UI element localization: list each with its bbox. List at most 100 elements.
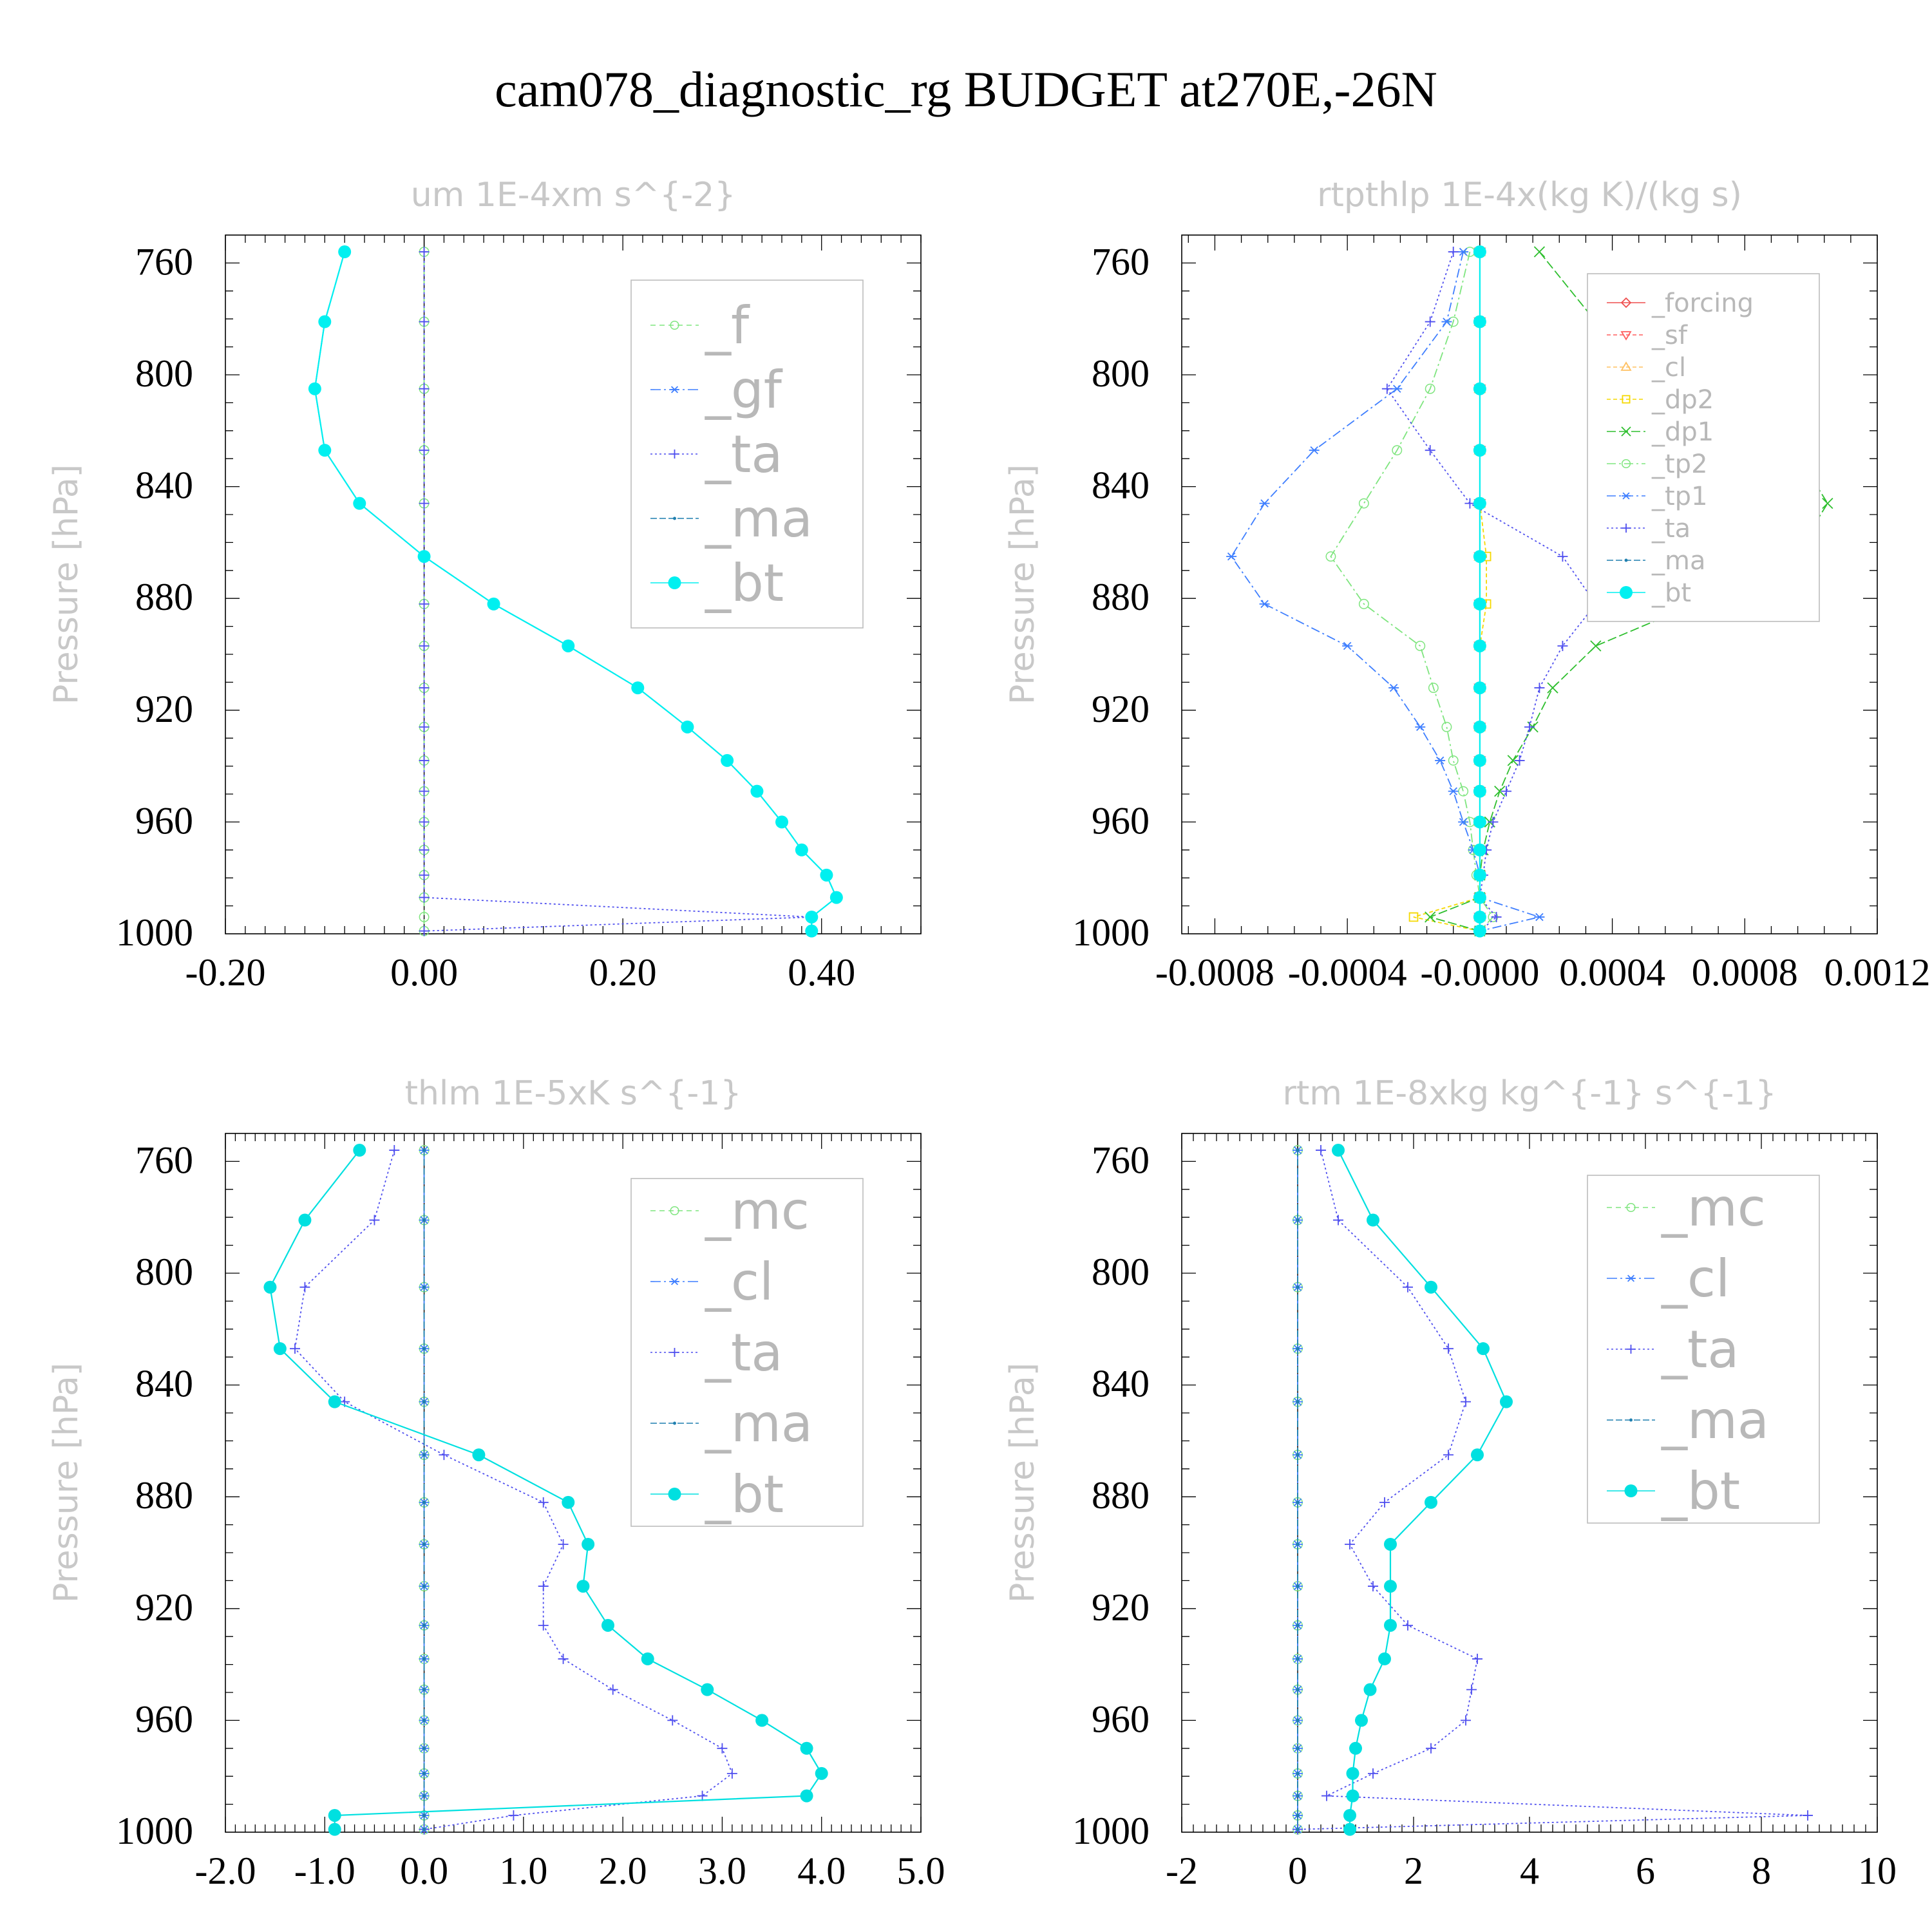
y-tick-label: 760 — [135, 1139, 193, 1181]
legend-label: _gf — [705, 360, 783, 420]
data-point — [1473, 843, 1486, 857]
data-point — [582, 1537, 595, 1551]
chart-rtm: rtm 1E-8xkg kg^{-1} s^{-1} Pressure [hPa]… — [1003, 1074, 1897, 1892]
data-point — [422, 1772, 426, 1776]
y-tick-label: 760 — [1092, 240, 1150, 283]
data-point — [1426, 1743, 1436, 1754]
data-point — [562, 639, 575, 652]
data-point — [1473, 245, 1486, 259]
data-point — [1296, 1347, 1300, 1350]
series-bt — [308, 245, 843, 938]
data-point — [1473, 720, 1486, 734]
y-tick-label: 920 — [1092, 1586, 1150, 1629]
x-tick-label: 0.40 — [788, 951, 855, 994]
chart-title: thlm 1E-5xK s^{-1} — [405, 1074, 742, 1113]
y-tick-label: 960 — [1092, 799, 1150, 842]
plot-area — [263, 1144, 828, 1836]
data-point — [1296, 1687, 1300, 1692]
x-tick-label: -0.0008 — [1155, 951, 1274, 994]
series-ta — [1293, 1145, 1813, 1835]
data-point — [1384, 1618, 1397, 1632]
data-point — [1425, 383, 1435, 394]
data-point — [1388, 683, 1399, 692]
data-point — [419, 786, 430, 797]
chart-title: rtm 1E-8xkg kg^{-1} s^{-1} — [1282, 1074, 1776, 1113]
data-point — [1425, 316, 1435, 327]
legend-swatch-marker — [1620, 586, 1633, 599]
data-point — [1473, 753, 1486, 767]
data-point — [1425, 1495, 1437, 1509]
data-point — [1534, 913, 1545, 922]
legend-label: _ta — [1661, 1320, 1739, 1379]
chart-title: um 1E-4xm s^{-2} — [411, 176, 736, 214]
x-tick-label: 0.00 — [390, 951, 458, 994]
data-point — [1425, 445, 1435, 456]
data-point — [419, 892, 430, 903]
legend-swatch-marker — [1620, 331, 1632, 341]
data-point — [1425, 911, 1436, 923]
legend-label: _dp2 — [1651, 385, 1714, 415]
data-point — [419, 383, 430, 394]
series-line — [294, 1150, 733, 1830]
legend-swatch-marker — [1626, 1274, 1636, 1282]
data-point — [472, 1448, 486, 1462]
data-point — [1415, 641, 1426, 651]
data-point — [1441, 317, 1452, 326]
data-point — [419, 869, 430, 880]
legend-label: _ma — [705, 1394, 813, 1454]
data-point — [1296, 1218, 1300, 1222]
data-point — [1822, 498, 1833, 509]
data-point — [422, 1747, 426, 1750]
data-point — [558, 1653, 569, 1664]
y-tick-label: 1000 — [1072, 1810, 1150, 1852]
data-point — [775, 815, 788, 829]
plot-frame — [1181, 234, 1878, 934]
data-point — [419, 598, 430, 609]
plot-frame — [225, 234, 922, 934]
data-point — [1259, 499, 1270, 507]
legend-label: _f — [705, 296, 750, 355]
x-tick-label: 0 — [1288, 1850, 1307, 1892]
data-point — [1425, 1280, 1437, 1294]
data-point — [1381, 383, 1392, 394]
data-point — [422, 1718, 426, 1723]
y-axis-label: Pressure [hPa] — [47, 1363, 86, 1603]
y-tick-label: 960 — [1092, 1698, 1150, 1740]
data-point — [820, 868, 833, 882]
data-point — [1363, 1683, 1377, 1696]
data-point — [1408, 912, 1419, 922]
data-point — [1259, 600, 1270, 609]
legend: _mc _cl _ta _ma _bt — [630, 1178, 864, 1527]
x-tick-label: 2 — [1404, 1850, 1423, 1892]
y-tick-label: 960 — [135, 1698, 193, 1740]
legend-swatch-marker — [1622, 395, 1631, 404]
y-axis-label: Pressure [hPa] — [1003, 464, 1042, 705]
data-point — [1473, 891, 1486, 904]
data-point — [631, 681, 645, 695]
legend-swatch-marker — [668, 576, 681, 589]
data-point — [1473, 444, 1486, 457]
data-point — [1473, 497, 1486, 510]
legend-label: _bt — [1651, 578, 1691, 608]
legend-swatch-marker — [673, 1421, 676, 1425]
data-point — [1500, 1395, 1513, 1408]
data-point — [1477, 1342, 1490, 1356]
data-point — [419, 498, 430, 509]
data-point — [641, 1652, 654, 1665]
y-tick-label: 760 — [1092, 1139, 1150, 1181]
y-tick-label: 840 — [135, 464, 193, 507]
legend-label: _ta — [705, 1323, 782, 1383]
data-point — [419, 316, 430, 327]
x-tick-label: 6 — [1636, 1850, 1655, 1892]
chart-thlm: thlm 1E-5xK s^{-1} Pressure [hPa] 760 800 84… — [47, 1074, 945, 1892]
data-point — [1316, 1145, 1326, 1156]
data-point — [1296, 1794, 1300, 1798]
data-point — [1343, 1808, 1356, 1822]
page-title: cam078_diagnostic_rg BUDGET at270E,-26N — [495, 61, 1437, 117]
data-point — [419, 247, 430, 258]
data-point — [607, 1684, 618, 1695]
data-point — [422, 1657, 426, 1661]
data-point — [1378, 1652, 1391, 1665]
legend-swatch-marker — [1622, 492, 1631, 500]
data-point — [1309, 446, 1320, 455]
